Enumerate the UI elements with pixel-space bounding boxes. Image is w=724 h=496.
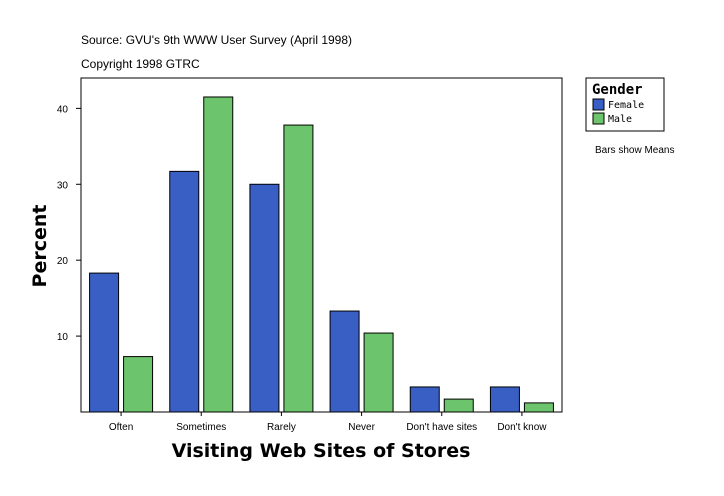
x-tick-label: Don't know [497,422,547,433]
bars-note: Bars show Means [595,145,674,156]
legend-swatch-female [592,98,605,111]
x-axis-title: Visiting Web Sites of Stores [172,440,471,462]
legend-label-female: Female [608,100,644,111]
legend-frame [585,77,665,132]
bar-male-3 [363,332,394,413]
bar-male-0 [123,356,154,413]
x-tick-label: Don't have sites [406,422,477,433]
x-tick-label: Sometimes [176,422,226,433]
bar-female-0 [89,272,120,413]
bar-male-5 [523,402,554,413]
x-tick-label: Never [348,422,375,433]
y-axis: 10 20 30 40 [57,104,81,343]
copyright-text: Copyright 1998 GTRC [81,57,200,71]
bar-male-4 [443,398,474,413]
legend: Gender Female Male [585,77,665,132]
legend-swatch-male [592,112,605,125]
x-tick-label: Often [109,422,133,433]
bar-female-1 [169,170,200,413]
y-tick-label: 20 [57,256,69,267]
y-axis-title: Percent [29,205,51,288]
bar-female-5 [489,386,520,413]
y-tick-label: 30 [57,180,69,191]
bar-female-2 [249,183,280,413]
bar-male-1 [203,96,234,413]
x-axis: Often Sometimes Rarely Never Don't have site… [109,412,547,433]
x-tick-label: Rarely [267,422,296,433]
plot-frame [80,77,563,413]
bar-male-2 [283,124,314,413]
legend-title: Gender [592,82,643,98]
bar-female-4 [409,386,440,413]
bars [89,96,554,413]
y-tick-label: 40 [57,104,69,115]
legend-label-male: Male [608,114,632,125]
bar-female-3 [329,310,360,413]
source-text: Source: GVU's 9th WWW User Survey (April… [81,33,352,47]
y-tick-label: 10 [57,332,69,343]
